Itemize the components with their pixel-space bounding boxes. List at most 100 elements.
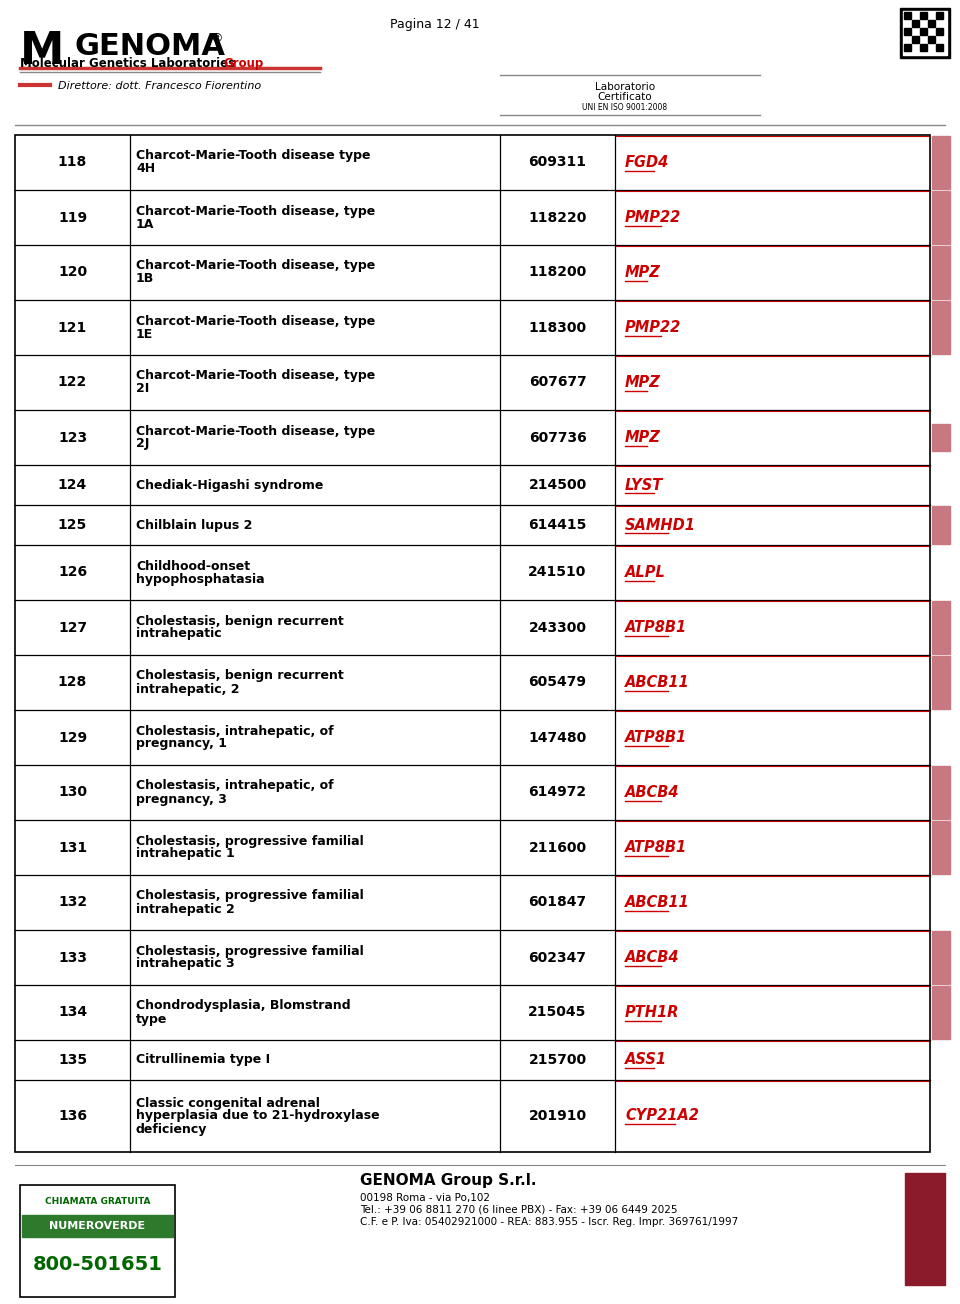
Text: Laboratorio: Laboratorio: [595, 82, 655, 93]
Bar: [932, 601, 950, 655]
Text: 1E: 1E: [136, 327, 154, 340]
Text: 607677: 607677: [529, 376, 587, 390]
Bar: [932, 822, 950, 874]
Text: 124: 124: [58, 479, 87, 492]
Text: Cholestasis, benign recurrent: Cholestasis, benign recurrent: [136, 669, 344, 682]
Bar: [932, 506, 950, 544]
Text: C.F. e P. Iva: 05402921000 - REA: 883.955 - Iscr. Reg. Impr. 369761/1997: C.F. e P. Iva: 05402921000 - REA: 883.95…: [360, 1217, 738, 1227]
Text: 609311: 609311: [529, 155, 587, 170]
Text: 130: 130: [58, 785, 87, 799]
Text: 601847: 601847: [528, 896, 587, 909]
Text: 129: 129: [58, 730, 87, 745]
Text: 121: 121: [58, 321, 87, 335]
Text: PMP22: PMP22: [625, 319, 682, 335]
Bar: [20, 1185, 175, 1297]
Bar: [932, 986, 950, 1039]
Bar: [928, 20, 935, 27]
Bar: [932, 656, 950, 709]
Text: 118200: 118200: [528, 266, 587, 279]
Bar: [936, 12, 943, 20]
Text: hyperplasia due to 21-hydroxylase: hyperplasia due to 21-hydroxylase: [136, 1110, 379, 1123]
Bar: [905, 1174, 945, 1284]
Text: 118220: 118220: [528, 210, 587, 224]
Text: ABCB4: ABCB4: [625, 951, 680, 965]
Text: ATP8B1: ATP8B1: [625, 619, 687, 635]
Text: 127: 127: [58, 621, 87, 635]
Text: Tel.: +39 06 8811 270 (6 linee PBX) - Fax: +39 06 6449 2025: Tel.: +39 06 8811 270 (6 linee PBX) - Fa…: [360, 1205, 678, 1215]
Text: 126: 126: [58, 566, 87, 579]
Text: ABCB11: ABCB11: [625, 895, 689, 910]
Text: ATP8B1: ATP8B1: [625, 840, 687, 855]
Text: 211600: 211600: [528, 841, 587, 854]
Text: GENOMA: GENOMA: [75, 33, 226, 61]
Text: 133: 133: [58, 951, 87, 965]
Bar: [15, 136, 930, 1151]
Text: PMP22: PMP22: [625, 210, 682, 226]
Text: MPZ: MPZ: [625, 430, 660, 445]
Text: MPZ: MPZ: [625, 376, 660, 390]
Text: 00198 Roma - via Po,102: 00198 Roma - via Po,102: [360, 1193, 490, 1204]
Text: 1B: 1B: [136, 273, 155, 286]
Text: 122: 122: [58, 376, 87, 390]
Text: 4H: 4H: [136, 163, 156, 176]
Text: hypophosphatasia: hypophosphatasia: [136, 572, 265, 585]
Text: NUMEROVERDE: NUMEROVERDE: [49, 1221, 146, 1231]
Text: 1A: 1A: [136, 218, 155, 231]
Text: 605479: 605479: [529, 675, 587, 690]
Text: ABCB4: ABCB4: [625, 785, 680, 799]
Text: Charcot-Marie-Tooth disease, type: Charcot-Marie-Tooth disease, type: [136, 369, 375, 382]
Text: Group: Group: [223, 57, 263, 70]
Text: MPZ: MPZ: [625, 265, 660, 280]
Text: 119: 119: [58, 210, 87, 224]
Bar: [932, 765, 950, 819]
Text: 134: 134: [58, 1005, 87, 1020]
Text: 128: 128: [58, 675, 87, 690]
Text: intrahepatic: intrahepatic: [136, 627, 222, 640]
Text: SAMHD1: SAMHD1: [625, 518, 696, 532]
Text: ATP8B1: ATP8B1: [625, 730, 687, 745]
Text: ASS1: ASS1: [625, 1052, 667, 1068]
Bar: [22, 1215, 173, 1237]
Bar: [900, 8, 950, 57]
Text: Charcot-Marie-Tooth disease, type: Charcot-Marie-Tooth disease, type: [136, 259, 375, 273]
Text: Direttore: dott. Francesco Fiorentino: Direttore: dott. Francesco Fiorentino: [58, 81, 261, 91]
Bar: [920, 12, 927, 20]
Bar: [903, 10, 947, 55]
Text: 614415: 614415: [528, 518, 587, 532]
Text: 214500: 214500: [528, 479, 587, 492]
Text: 135: 135: [58, 1054, 87, 1067]
Text: CHIAMATA GRATUITA: CHIAMATA GRATUITA: [45, 1197, 151, 1206]
Text: Cholestasis, progressive familial: Cholestasis, progressive familial: [136, 889, 364, 902]
Text: Cholestasis, intrahepatic, of: Cholestasis, intrahepatic, of: [136, 725, 334, 738]
Text: 215045: 215045: [528, 1005, 587, 1020]
Text: 614972: 614972: [528, 785, 587, 799]
Text: Childhood-onset: Childhood-onset: [136, 559, 251, 572]
Text: pregnancy, 3: pregnancy, 3: [136, 793, 227, 806]
Text: 607736: 607736: [529, 430, 587, 445]
Text: Chediak-Higashi syndrome: Chediak-Higashi syndrome: [136, 479, 324, 492]
Bar: [920, 27, 927, 35]
Text: ALPL: ALPL: [625, 565, 666, 580]
Text: 241510: 241510: [528, 566, 587, 579]
Text: intrahepatic 1: intrahepatic 1: [136, 848, 235, 861]
Text: 602347: 602347: [529, 951, 587, 965]
Text: Classic congenital adrenal: Classic congenital adrenal: [136, 1097, 320, 1110]
Bar: [932, 301, 950, 353]
Text: PTH1R: PTH1R: [625, 1005, 680, 1020]
Text: CYP21A2: CYP21A2: [625, 1108, 699, 1124]
Text: GENOMA Group S.r.l.: GENOMA Group S.r.l.: [360, 1174, 537, 1188]
Text: 120: 120: [58, 266, 87, 279]
Text: 2J: 2J: [136, 438, 150, 450]
Text: deficiency: deficiency: [136, 1123, 207, 1136]
Text: 125: 125: [58, 518, 87, 532]
Text: Charcot-Marie-Tooth disease type: Charcot-Marie-Tooth disease type: [136, 150, 371, 163]
Text: Cholestasis, progressive familial: Cholestasis, progressive familial: [136, 835, 364, 848]
Text: 123: 123: [58, 430, 87, 445]
Bar: [932, 931, 950, 985]
Bar: [904, 12, 911, 20]
Text: Pagina 12 / 41: Pagina 12 / 41: [390, 18, 480, 31]
Text: ®: ®: [210, 33, 223, 46]
Text: 800-501651: 800-501651: [33, 1254, 162, 1274]
Bar: [932, 190, 950, 244]
Bar: [932, 424, 950, 451]
